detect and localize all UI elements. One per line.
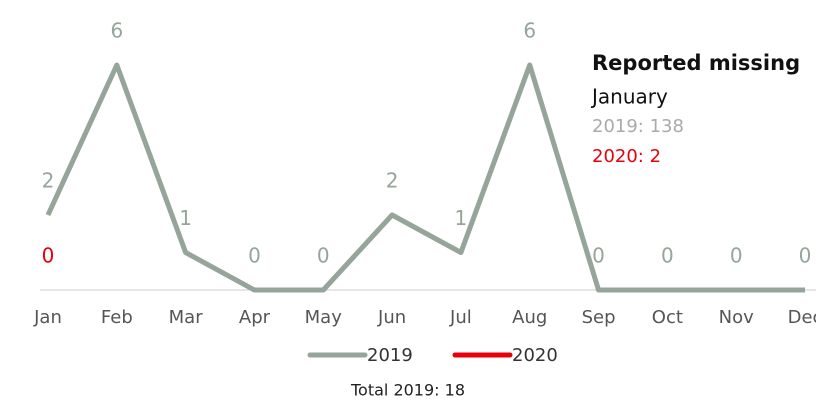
x-tick-label: Apr [239,307,271,328]
value-label: 0 [248,244,261,268]
x-tick-label: Oct [652,307,683,328]
tooltip-line: 2020: 2 [592,146,661,167]
value-label: 0 [799,244,812,268]
x-tick-label: May [305,307,343,328]
tooltip-title: Reported missing [592,51,800,75]
x-tick-label: Sep [582,307,616,328]
tooltip-month: January [590,85,668,109]
value-label: 6 [523,19,536,43]
value-label: 0 [730,244,743,268]
x-tick-label: Aug [512,307,547,328]
x-tick-label: Jan [33,307,62,328]
value-label: 1 [179,206,192,230]
value-label: 1 [455,206,468,230]
series-line [45,62,805,293]
x-tick-label: Dec [788,307,816,328]
legend-label: 2019 [367,345,413,366]
tooltip: Reported missing January 2019: 138 2020:… [590,51,800,167]
value-label: 0 [42,244,55,268]
total-label: Total 2019: 18 [350,381,465,400]
value-label: 0 [592,244,605,268]
tooltip-line: 2019: 138 [592,116,684,137]
x-tick-label: Feb [101,307,133,328]
x-tick-label: Nov [719,307,754,328]
x-tick-label: Jul [449,307,472,328]
x-tick-label: Jun [377,307,406,328]
x-tick-label: Mar [169,307,204,328]
value-label: 0 [661,244,674,268]
value-label: 0 [317,244,330,268]
value-label: 2 [386,169,399,193]
value-label: 2 [42,169,55,193]
value-label: 6 [110,19,123,43]
legend-label: 2020 [512,345,558,366]
